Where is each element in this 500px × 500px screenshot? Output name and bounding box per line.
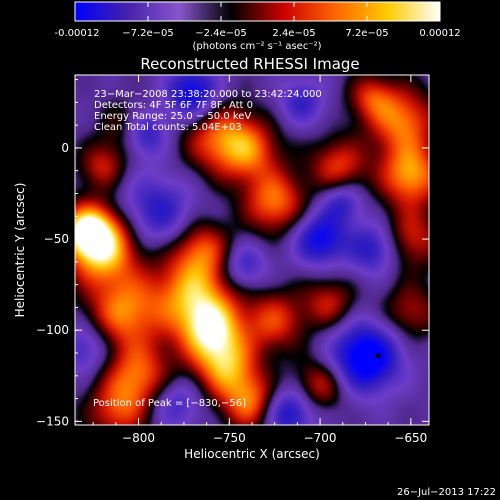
colorbar-tick-label: -0.00012 — [55, 28, 100, 39]
annotation-line: Energy Range: 25.0 − 50.0 keV — [94, 111, 251, 122]
heatmap-image — [75, 75, 429, 425]
x-tick-label: −750 — [213, 431, 246, 445]
annotation-block: 23−Mar−2008 23:38:20.000 to 23:42:24.000… — [94, 89, 322, 133]
annotation-line: Detectors: 4F 5F 6F 7F 8F, Att 0 — [94, 100, 253, 111]
colorbar-tick-label: −7.2e−05 — [122, 28, 174, 39]
axis-ticks: −800 −750 −700 −650 0 −50 −100 −150 — [36, 75, 429, 445]
annotation-line: Clean Total counts: 5.04E+03 — [94, 122, 242, 133]
footer-timestamp: 26−Jul−2013 17:22 — [397, 487, 496, 498]
colorbar — [74, 1, 441, 22]
y-tick-label: −100 — [36, 323, 69, 337]
peak-marker — [375, 353, 381, 359]
annotation-line: 23−Mar−2008 23:38:20.000 to 23:42:24.000 — [94, 89, 322, 100]
x-axis-label: Heliocentric X (arcsec) — [184, 447, 320, 461]
colorbar-unit-label: (photons cm⁻² s⁻¹ asec⁻²) — [192, 41, 321, 52]
colorbar-ticks: -0.00012 −7.2e−05 −2.4e−05 2.4e−05 7.2e−05 0.… — [55, 2, 461, 39]
colorbar-tick-label: −2.4e−05 — [195, 28, 247, 39]
colorbar-tick-label: 0.00012 — [419, 28, 460, 39]
x-tick-label: −800 — [122, 431, 155, 445]
y-tick-label: −50 — [44, 232, 69, 246]
peak-position-label: Position of Peak = [−830,−56] — [93, 398, 246, 409]
x-tick-label: −650 — [394, 431, 427, 445]
chart-title: Reconstructed RHESSI Image — [140, 55, 359, 73]
colorbar-tick-label: 2.4e−05 — [272, 28, 315, 39]
y-axis-label: Heliocentric Y (arcsec) — [13, 183, 27, 318]
y-tick-label: 0 — [61, 141, 69, 155]
colorbar-tick-label: 7.2e−05 — [345, 28, 388, 39]
x-tick-label: −700 — [304, 431, 337, 445]
y-tick-label: −150 — [36, 414, 69, 428]
